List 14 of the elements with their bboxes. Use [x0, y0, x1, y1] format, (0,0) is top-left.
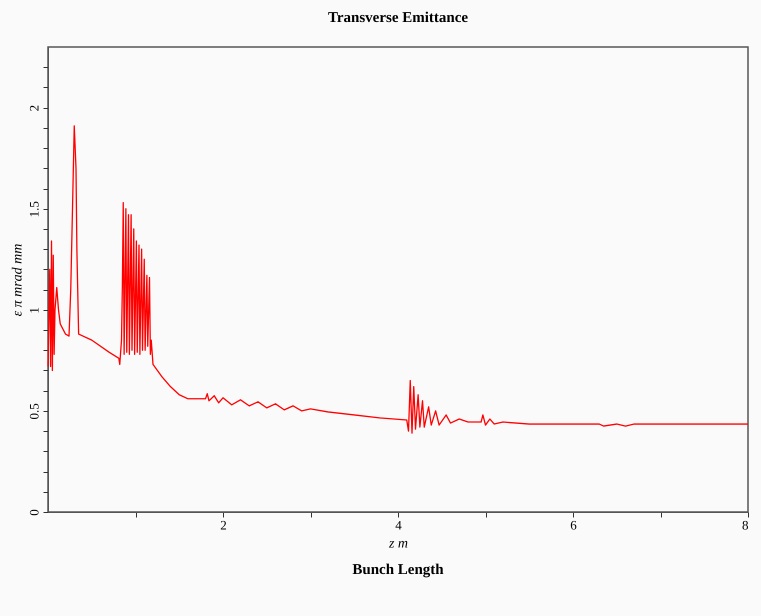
x-tick-label: 6 [570, 518, 578, 532]
x-tick-label: 8 [742, 518, 748, 532]
y-tick-label: 1.5 [26, 201, 42, 218]
chart-title: Transverse Emittance [328, 10, 468, 26]
x-tick-label: 2 [220, 518, 227, 532]
y-tick-label: 0.5 [26, 403, 42, 420]
x-axis-title: z m [388, 536, 408, 552]
text: Bunch Length [352, 562, 444, 578]
y-tick-label: 1 [26, 307, 42, 314]
y-axis-title: ε π mrad mm [10, 244, 26, 316]
line-series [47, 125, 749, 434]
y-tick-label: 2 [26, 104, 42, 112]
x-tick-label: 4 [395, 518, 402, 532]
y-tick-label: 0 [26, 509, 42, 516]
